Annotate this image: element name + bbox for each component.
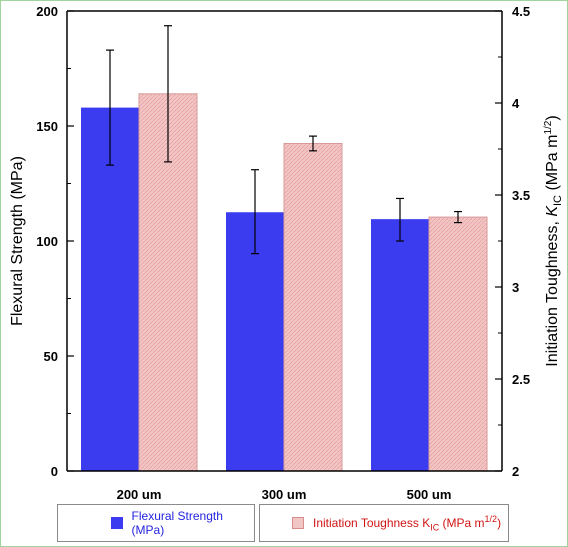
y-right-tick-label: 3 bbox=[512, 280, 519, 295]
y-right-tick-label: 4 bbox=[512, 96, 520, 111]
x-tick-label: 300 um bbox=[262, 487, 307, 501]
bar-initiation-toughness bbox=[428, 216, 488, 472]
bar-flexural-strength bbox=[81, 107, 139, 471]
legend-swatch-blue bbox=[111, 517, 123, 529]
y-right-tick-label: 4.5 bbox=[512, 4, 530, 19]
bar-initiation-toughness bbox=[283, 142, 343, 472]
x-tick-label: 500 um bbox=[407, 487, 452, 501]
y-right-tick-label: 2 bbox=[512, 464, 519, 479]
y-left-tick-label: 100 bbox=[36, 234, 58, 249]
y-right-tick-label: 2.5 bbox=[512, 372, 530, 387]
y-left-tick-label: 0 bbox=[51, 464, 58, 479]
legend-item-flexural-strength: Flexural Strength (MPa) bbox=[57, 504, 255, 542]
bar-flexural-strength bbox=[226, 212, 284, 471]
y-right-tick-label: 3.5 bbox=[512, 188, 530, 203]
y-left-tick-label: 150 bbox=[36, 119, 58, 134]
bar-chart: 200 um 300 um 500 um 0 50 100 150 200 2 2.5 3 3.5 4 4… bbox=[9, 4, 564, 502]
legend-label-flexural-strength: Flexural Strength (MPa) bbox=[131, 509, 223, 537]
y-left-tick-label: 200 bbox=[36, 4, 58, 19]
y-right-axis-title: Initiation Toughness, KIC (MPa m1/2) bbox=[543, 115, 564, 366]
y-left-tick-label: 50 bbox=[44, 349, 58, 364]
x-tick-label: 200 um bbox=[117, 487, 162, 501]
y-left-axis-title: Flexural Strength (MPa) bbox=[9, 156, 26, 326]
bar-flexural-strength bbox=[371, 219, 429, 471]
legend-swatch-pink bbox=[292, 517, 304, 529]
legend-item-initiation-toughness: Initiation Toughness KIC (MPa m1/2) bbox=[259, 504, 509, 542]
legend-label-initiation-toughness: Initiation Toughness KIC (MPa m1/2) bbox=[313, 513, 502, 533]
